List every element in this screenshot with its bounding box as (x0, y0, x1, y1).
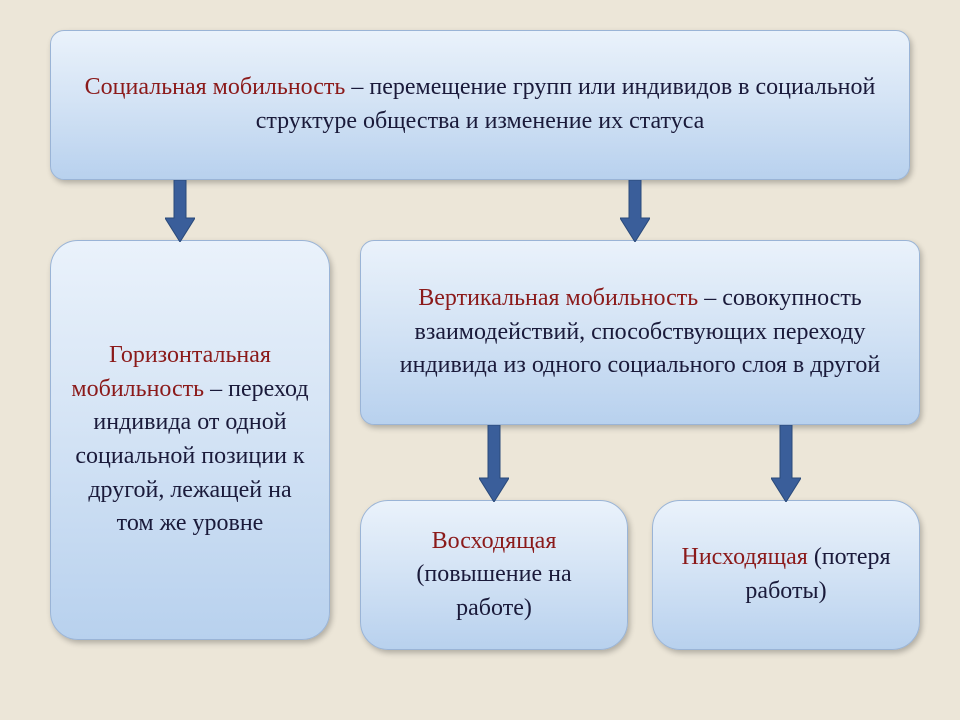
def-ascending: (повышение на работе) (416, 561, 571, 621)
term-vertical-mobility: Вертикальная мобильность (418, 285, 698, 311)
term-social-mobility: Социальная мобильность (85, 74, 346, 100)
box-horizontal-mobility: Горизонтальная мобильность – переход инд… (50, 240, 330, 640)
def-social-mobility: – перемещение групп или индивидов в соци… (256, 74, 876, 134)
box-vertical-mobility: Вертикальная мобильность – совокупность … (360, 240, 920, 425)
text-descending: Нисходящая (потеря работы) (673, 541, 899, 608)
arrow-to-descending (771, 425, 801, 502)
term-ascending: Восходящая (432, 528, 557, 554)
arrow-to-vertical (620, 180, 650, 242)
arrow-to-ascending (479, 425, 509, 502)
box-ascending: Восходящая (повышение на работе) (360, 500, 628, 650)
text-vertical-mobility: Вертикальная мобильность – совокупность … (381, 282, 899, 383)
box-main-definition: Социальная мобильность – перемещение гру… (50, 30, 910, 180)
text-ascending: Восходящая (повышение на работе) (381, 525, 607, 626)
term-descending: Нисходящая (681, 544, 807, 570)
arrow-to-horizontal (165, 180, 195, 242)
text-main-definition: Социальная мобильность – перемещение гру… (71, 71, 889, 138)
box-descending: Нисходящая (потеря работы) (652, 500, 920, 650)
text-horizontal-mobility: Горизонтальная мобильность – переход инд… (71, 339, 309, 541)
